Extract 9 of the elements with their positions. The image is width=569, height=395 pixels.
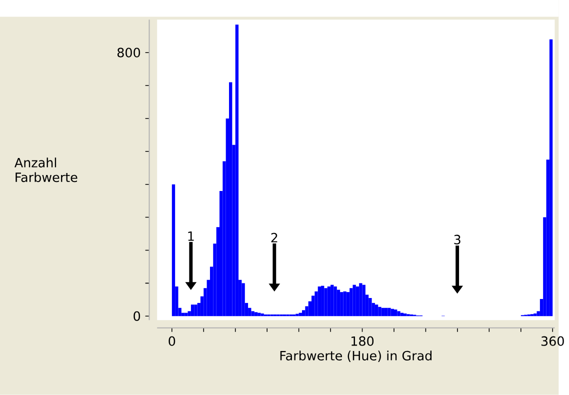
x-axis-title: Farbwerte (Hue) in Grad bbox=[280, 350, 432, 362]
annotation: 2 bbox=[271, 233, 278, 242]
y-axis-title: Anzahl Farbwerte bbox=[14, 158, 78, 182]
annotation: 3 bbox=[454, 234, 460, 245]
y-tick-label: 800 bbox=[117, 48, 140, 58]
annotation: 1 bbox=[188, 232, 194, 241]
x-tick-label: 360 bbox=[541, 336, 564, 346]
x-tick-label: 180 bbox=[352, 336, 374, 346]
x-tick-label: 0 bbox=[168, 336, 176, 346]
